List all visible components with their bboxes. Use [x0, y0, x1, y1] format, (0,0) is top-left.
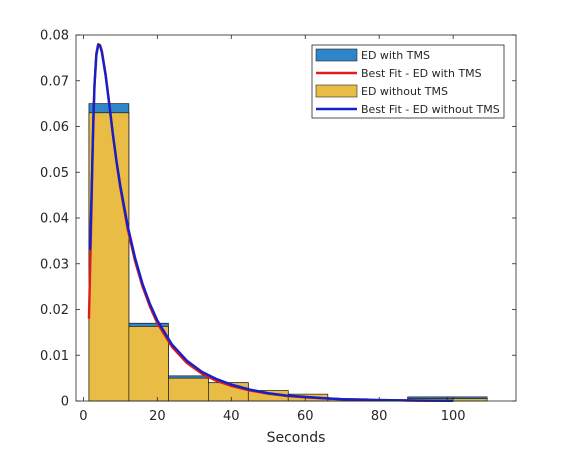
- x-tick-label: 60: [297, 409, 314, 424]
- y-tick-label: 0.06: [40, 120, 69, 135]
- x-axis-label: Seconds: [267, 430, 326, 446]
- x-tick-label: 40: [223, 409, 240, 424]
- y-tick-label: 0.01: [40, 349, 69, 364]
- y-tick-label: 0.04: [40, 212, 69, 227]
- bar-ed-without-tms-3: [168, 377, 209, 402]
- fit-curves: [87, 42, 454, 402]
- y-tick-label: 0.08: [40, 29, 69, 44]
- x-axis-ticks: 0 20 40 60 80 100: [79, 35, 466, 424]
- y-axis-ticks: 0 0.01 0.02 0.03 0.04 0.05 0.06 0.07 0.08: [40, 29, 516, 410]
- bar-ed-without-tms-1: [88, 112, 130, 402]
- legend-swatch-ed-without-tms: [315, 84, 358, 98]
- y-tick-label: 0.07: [40, 74, 69, 89]
- legend-swatch-ed-with-tms: [315, 48, 358, 62]
- y-tick-label: 0.02: [40, 303, 69, 318]
- legend-label-ed-without-tms: ED without TMS: [361, 85, 448, 98]
- legend-label-best-fit-ed-with-tms: Best Fit - ED with TMS: [361, 67, 482, 80]
- y-tick-label: 0.03: [40, 257, 69, 272]
- y-tick-label: 0: [61, 395, 69, 410]
- bar-ed-without-tms-2: [128, 326, 169, 402]
- x-tick-label: 0: [79, 409, 87, 424]
- x-tick-label: 20: [149, 409, 166, 424]
- x-tick-label: 100: [441, 409, 466, 424]
- legend: ED with TMS Best Fit - ED with TMS ED wi…: [311, 44, 505, 119]
- y-tick-label: 0.05: [40, 166, 69, 181]
- legend-label-best-fit-ed-without-tms: Best Fit - ED without TMS: [361, 103, 500, 116]
- x-tick-label: 80: [371, 409, 388, 424]
- legend-label-ed-with-tms: ED with TMS: [361, 49, 430, 62]
- curve-best-fit-ed-without-tms: [88, 43, 454, 402]
